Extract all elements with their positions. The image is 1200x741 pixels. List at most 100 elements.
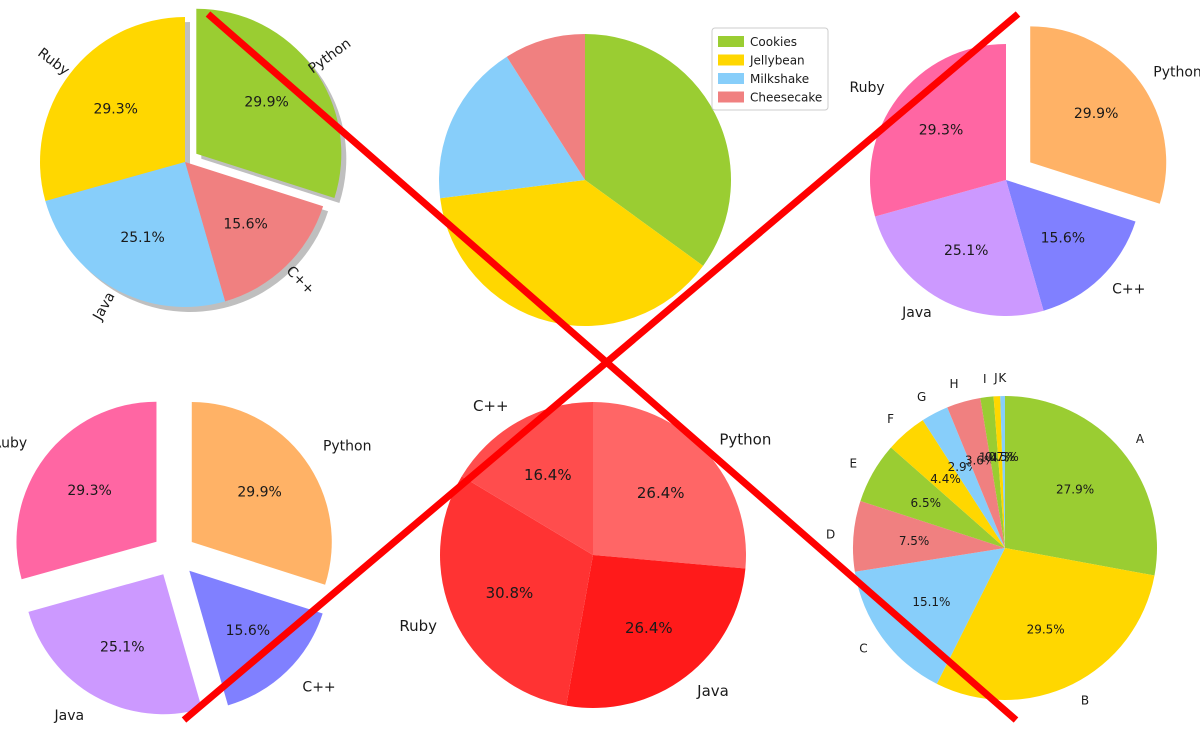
pie-slice-category-label: C++ [473,397,509,415]
pie-chart-5: 26.4% Python 26.4% Java 30.8% Ruby 16.4% C++ [399,397,771,709]
pie-slice-value-label: 16.4% [524,466,572,484]
legend-entry-label: Milkshake [750,72,809,86]
pie-slice-category-label: Python [323,438,372,454]
pie-slice-c- [461,402,593,555]
pie-slice-j [993,396,1005,548]
pie-slice-category-label: Ruby [0,435,27,451]
pie-slice-value-label: 4.4% [930,472,961,486]
pie-slice-value-label: 29.5% [1027,623,1065,637]
pie-slice-category-label: D [826,528,835,542]
pie-slice-b [936,548,1155,701]
legend-swatch [718,73,744,84]
pie-slice-category-label: C [859,641,867,655]
pie-slice-f [890,420,1005,548]
pie-slice-category-label: F [887,412,894,426]
pie-slice-category-label: Python [1153,65,1200,81]
pie-slice-value-label: 25.1% [120,230,164,246]
cross-line-up [181,11,1021,723]
pie-chart-6: 27.9%A29.5%B15.1%C7.5%D6.5%E4.4%F2.9%G3.… [826,371,1157,707]
pie-slice-k [1000,396,1005,548]
pie-slice-python [191,402,332,585]
pie-chart-2: Cookies Jellybean Milkshake Cheesecake [439,27,829,326]
pie-slice-d [853,501,1005,572]
pie-slice-value-label: 29.3% [67,483,111,499]
pie-chart-3: 29.9% Python 15.6% C++ 25.1% Java 29.3% Ruby [850,26,1200,321]
pie-slice-value-label: 26.4% [637,484,685,502]
pie-slice-value-label: 15.1% [912,595,950,609]
pie-slice-c- [189,570,323,706]
pie-slice-category-label: H [950,377,959,391]
pie-slice-value-label: 25.1% [100,640,144,656]
pie-slice-value-label: 15.6% [1041,231,1085,247]
pie-slice-java [45,162,226,307]
pie-slice-category-label: K [998,371,1007,385]
pie-slice-category-label: Ruby [399,617,437,635]
pie-slice-category-label: C++ [302,679,335,695]
pie-slice-java [28,574,202,715]
legend-entry-label: Cookies [750,35,797,49]
pie-slice-c- [1006,180,1136,311]
pie-slice-value-label: 26.4% [625,619,673,637]
pie-slice-python [593,402,746,569]
pie-slice-category-label: Java [90,289,119,323]
red-cross-overlay [181,11,1021,723]
pie-slice-milkshake [439,56,585,199]
pie-slice-value-label: 6.5% [911,496,942,510]
pie-slice-c [854,548,1005,684]
pie-slice-value-label: 3.6% [965,453,996,467]
pie-slice-c- [185,162,324,302]
legend-box [711,27,829,111]
pie-slice-python [196,8,342,198]
pie-slice-category-label: E [850,457,858,471]
pie-slice-jellybean [440,180,704,326]
pie-slice-ruby [39,17,185,201]
pie-slice-value-label: 29.9% [237,485,281,501]
pie-slice-value-label: 0.7% [985,450,1016,464]
pie-slice-cheesecake [506,34,585,180]
pie-slice-value-label: 29.3% [93,101,137,117]
pie-slice-value-label: 29.9% [1074,106,1118,122]
pie-slice-category-label: Java [696,682,729,700]
pie-slice-category-label: Python [306,36,355,78]
pie-slice-category-label: Python [719,430,771,448]
pie-slice-category-label: G [917,390,926,404]
pie-slice-category-label: J [993,371,998,385]
pie-slice-ruby [439,476,593,706]
pie-slice-python [1030,26,1167,204]
pie-slice-h [947,398,1005,548]
pie-chart-1: 29.9% Python 15.6% C++ 25.1% Java 29.3% Ruby [35,8,355,324]
pie-chart-4: 29.9% Python 15.6% C++ 25.1% Java 29.3% Ruby [0,401,372,724]
cross-line-down [205,11,1019,723]
pie-slice-cookies [585,34,731,266]
pie-slice-ruby [869,44,1006,217]
pie-slice-category-label: I [983,372,987,386]
pie-slice-value-label: 0.5% [988,450,1019,464]
pie-slice-category-label: C++ [1112,281,1145,297]
pie-slice-value-label: 25.1% [944,243,988,259]
pie-slice-category-label: A [1136,432,1145,446]
chart-legend: Cookies Jellybean Milkshake Cheesecake [711,27,829,111]
pie-slice-category-label: Java [53,708,84,724]
pie-slice-value-label: 15.6% [223,216,267,232]
pie-slice-g [922,407,1005,548]
pie-slice-category-label: Java [901,305,932,321]
pie-slice-ruby [16,401,157,580]
pie-slice-value-label: 27.9% [1056,483,1094,497]
pie-slice-java [566,555,746,709]
pie-slice-java [875,180,1044,316]
pie-slice-category-label: B [1081,693,1089,707]
pie-slice-a [1005,396,1157,576]
pie-slice-value-label: 15.6% [226,623,270,639]
legend-entry-label: Cheesecake [750,91,822,105]
pie-slice-i [980,396,1005,548]
pie-slice-category-label: C++ [283,263,318,298]
pie-slice-value-label: 7.5% [899,534,930,548]
pie-slice-e [860,447,1005,548]
legend-swatch [718,54,744,66]
legend-swatch [718,91,744,103]
pie-slice-value-label: 30.8% [486,584,534,602]
pie-slice-category-label: Ruby [35,45,73,79]
legend-entry-label: Jellybean [749,54,805,68]
pie-slice-category-label: Ruby [850,80,885,96]
